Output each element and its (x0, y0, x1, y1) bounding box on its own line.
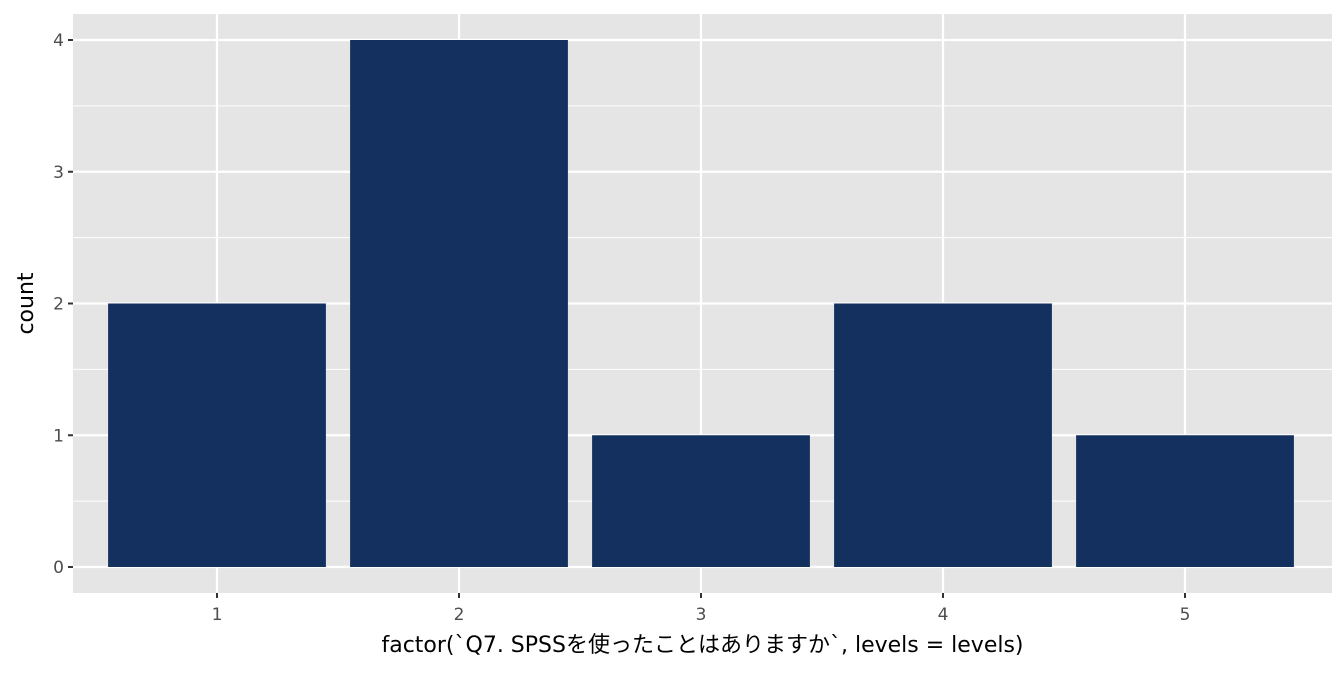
y-axis-ticks: 0 1 2 3 4 (53, 31, 73, 578)
y-axis-title: count (14, 272, 39, 334)
y-tick-label: 3 (53, 163, 64, 183)
x-tick-label: 2 (454, 605, 465, 625)
bar-1 (108, 303, 326, 567)
y-tick-label: 0 (53, 558, 64, 578)
x-axis-ticks: 1 2 3 4 5 (212, 593, 1191, 625)
x-tick-label: 5 (1180, 605, 1191, 625)
bars (108, 40, 1294, 567)
x-axis-title: factor(`Q7. SPSSを使ったことはありますか`, levels = … (381, 633, 1023, 658)
bar-5 (1076, 435, 1294, 567)
bar-4 (834, 303, 1052, 567)
y-tick-label: 1 (53, 426, 64, 446)
x-tick-label: 1 (212, 605, 223, 625)
bar-2 (350, 40, 568, 567)
x-tick-label: 4 (938, 605, 949, 625)
x-tick-label: 3 (696, 605, 707, 625)
bar-3 (592, 435, 810, 567)
y-tick-label: 4 (53, 31, 64, 51)
y-tick-label: 2 (53, 295, 64, 315)
